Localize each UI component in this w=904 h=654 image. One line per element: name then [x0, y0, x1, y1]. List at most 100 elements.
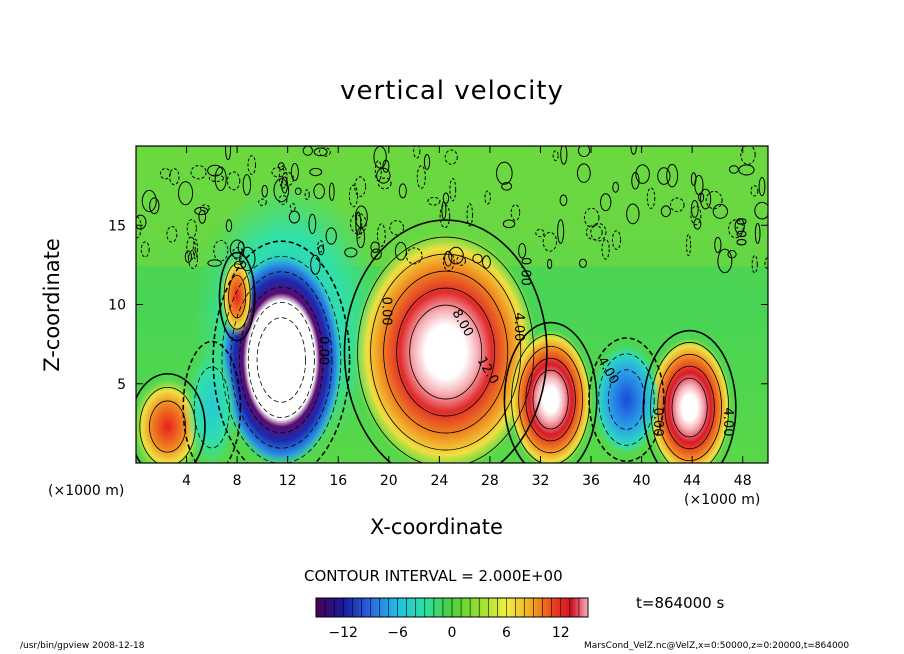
contour-line [396, 287, 496, 417]
y-tick-label: 5 [117, 377, 126, 393]
turbulence-contour [247, 155, 257, 175]
turbulence-contour [712, 203, 728, 219]
time-label: t=864000 s [636, 594, 725, 612]
turbulence-contour [585, 224, 603, 241]
turbulence-contour [258, 198, 267, 206]
turbulence-contour [472, 253, 483, 264]
colorbar-tick-label: 12 [552, 625, 570, 641]
turbulence-contour [277, 162, 285, 170]
contour-value-label: 0.00 [732, 217, 747, 246]
contour-line [409, 304, 483, 400]
turbulence-contour [317, 245, 325, 256]
contour-line [230, 271, 333, 449]
turbulence-contour [764, 257, 768, 269]
turbulence-contour [149, 197, 160, 215]
turbulence-contour [192, 238, 198, 260]
turbulence-contour [159, 168, 171, 180]
y-axis-label: Z-coordinate [40, 238, 64, 372]
turbulence-contour [313, 147, 328, 157]
turbulence-contour [693, 218, 702, 230]
contour-line [136, 372, 206, 463]
turbulence-contour [225, 146, 232, 161]
turbulence-contour [186, 236, 196, 260]
contour-line [642, 329, 737, 463]
y-tick-label: 15 [108, 218, 126, 234]
turbulence-contour [714, 236, 722, 254]
turbulence-contour [456, 255, 466, 266]
turbulence-contour [348, 184, 359, 208]
x-axis-ticks: 4 8 12 16 20 24 28 32 36 40 44 48 [182, 146, 752, 489]
turbulence-contour [318, 147, 331, 157]
turbulence-contour [194, 206, 209, 216]
y-axis-unit: (×1000 m) [48, 483, 125, 499]
velocity-features [136, 180, 732, 463]
turbulence-contour [374, 160, 382, 182]
y-axis-ticks: 5 10 15 [108, 218, 768, 393]
turbulence-contour [141, 189, 157, 213]
contour-line [525, 357, 576, 442]
turbulence-contour [199, 204, 210, 212]
turbulence-contour [699, 188, 712, 210]
turbulence-contour [444, 250, 453, 267]
turbulence-contour [542, 231, 558, 252]
turbulence-contour [370, 248, 382, 260]
turbulence-contour [405, 247, 423, 265]
contour-value-label: 0.00 [315, 336, 330, 365]
colorbar-tick-label: 0 [448, 625, 457, 641]
x-tick-label: 28 [481, 473, 499, 489]
contour-line [532, 369, 569, 430]
contour-line [343, 219, 548, 463]
footer-source: MarsCond_VelZ.nc@VelZ,x=0:50000,z=0:2000… [584, 641, 850, 651]
turbulence-contour [560, 146, 568, 165]
turbulence-contour [442, 251, 455, 272]
turbulence-contour [600, 193, 612, 212]
y-tick-label: 10 [108, 298, 126, 314]
turbulence-contour [518, 242, 527, 259]
contour-value-label: 4.00 [511, 312, 526, 341]
turbulence-contour [611, 230, 622, 250]
turbulence-contour [734, 218, 745, 235]
turbulence-contour [207, 259, 222, 267]
turbulence-contour [448, 246, 464, 265]
contour-line [383, 270, 509, 434]
turbulence-contour [576, 163, 591, 183]
contour-line [650, 342, 730, 463]
turbulence-contour [612, 181, 619, 193]
turbulence-contour [577, 146, 591, 158]
turbulence-contour [325, 227, 337, 245]
turbulence-contour [590, 222, 607, 242]
contour-line [357, 236, 535, 463]
turbulence-contour [626, 203, 640, 225]
contour-line [588, 337, 665, 462]
turbulence-contour [601, 238, 610, 260]
turbulence-contour [344, 247, 358, 258]
x-tick-label: 48 [734, 473, 752, 489]
contour-line [223, 263, 251, 330]
contour-line [664, 365, 715, 450]
turbulence-contour [502, 219, 516, 229]
turbulence-contour [660, 205, 672, 218]
x-tick-label: 44 [683, 473, 701, 489]
turbulence-contour [310, 254, 321, 275]
contour-line [193, 366, 230, 449]
updraft-core [353, 232, 538, 463]
turbulence-contour [308, 213, 317, 234]
turbulence-contour [635, 164, 650, 184]
turbulence-contour [294, 187, 302, 195]
turbulence-contour [184, 250, 192, 263]
turbulence-contour [441, 201, 447, 220]
turbulence-contour [750, 185, 759, 197]
x-tick-label: 40 [633, 473, 651, 489]
turbulence-contour [377, 177, 392, 190]
turbulence-contour [510, 204, 521, 221]
contour-value-label: 0.00 [650, 408, 665, 437]
contour-value-label: 4.00 [720, 408, 735, 437]
turbulence-contour [198, 209, 207, 224]
turbulence-contour [233, 260, 247, 270]
contour-line [139, 386, 196, 463]
turbulence-contour [670, 197, 685, 213]
turbulence-contour [559, 194, 568, 206]
turbulence-contour [317, 240, 324, 253]
turbulence-contour [169, 168, 180, 186]
turbulence-contour [242, 174, 252, 196]
